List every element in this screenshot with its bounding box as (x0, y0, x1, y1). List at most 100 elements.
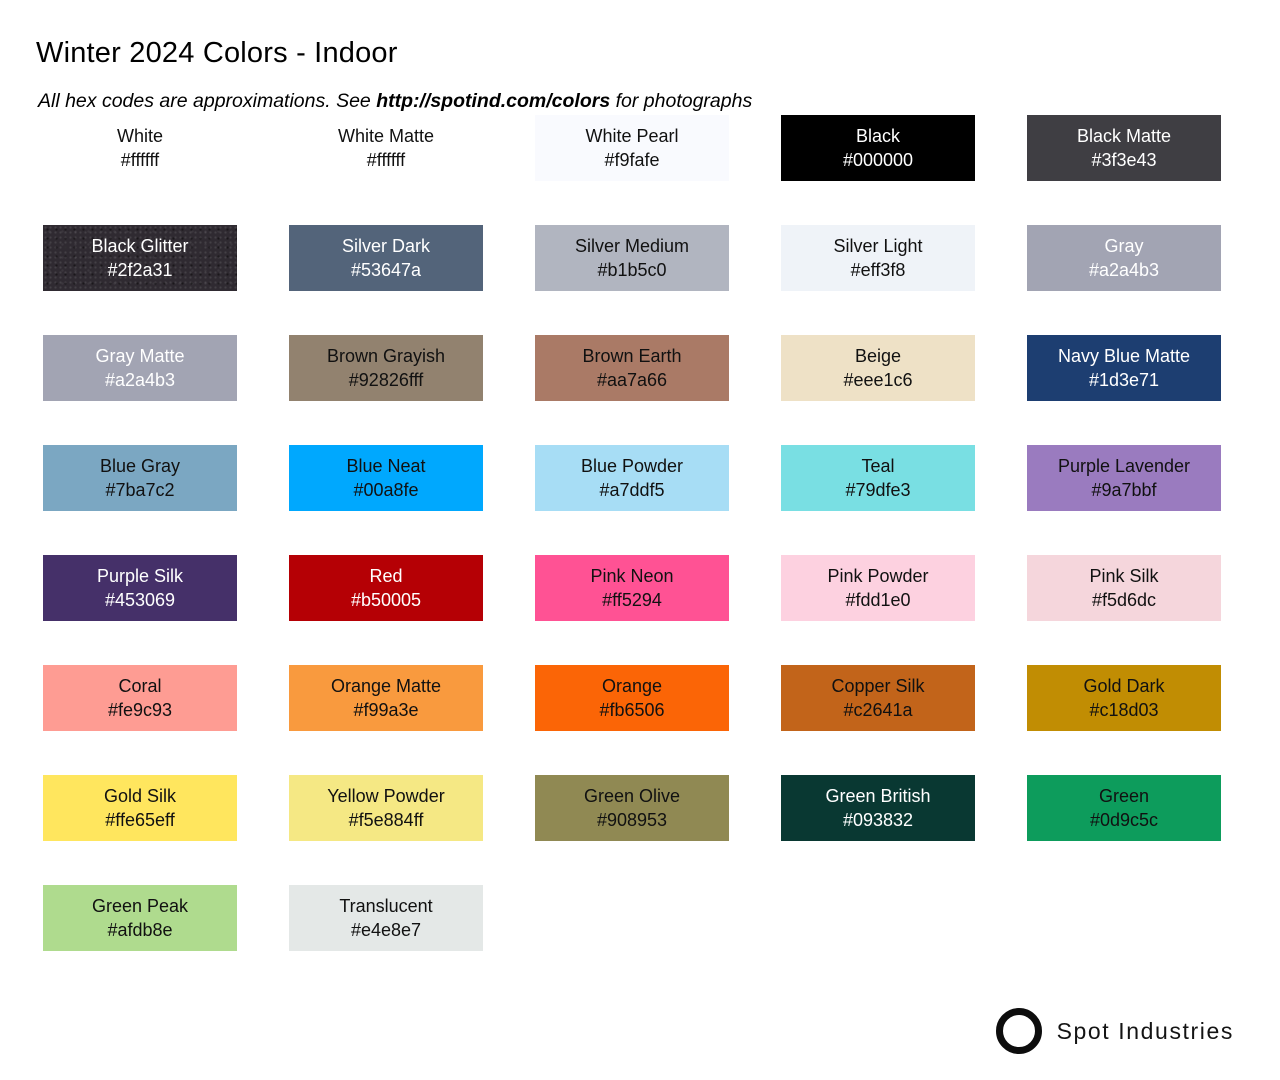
color-swatch-gold-silk: Gold Silk #ffe65eff (43, 775, 237, 841)
color-swatch-gray-matte: Gray Matte #a2a4b3 (43, 335, 237, 401)
color-swatch-black-matte: Black Matte #3f3e43 (1027, 115, 1221, 181)
color-swatch-white-pearl: White Pearl #f9fafe (535, 115, 729, 181)
swatch-hex: #0d9c5c (1089, 810, 1159, 830)
swatch-hex: #00a8fe (353, 480, 419, 500)
page-title: Winter 2024 Colors - Indoor (36, 37, 398, 70)
subtitle-prefix: All hex codes are approximations. See (38, 89, 377, 112)
swatch-hex: #a2a4b3 (1088, 260, 1160, 280)
color-swatch-silver-light: Silver Light #eff3f8 (781, 225, 975, 291)
swatch-hex: #000000 (842, 150, 914, 170)
color-swatch-translucent: Translucent #e4e8e7 (289, 885, 483, 951)
swatch-hex: #ffffff (120, 150, 160, 170)
swatch-hex: #b1b5c0 (597, 260, 667, 280)
swatch-hex: #3f3e43 (1091, 150, 1157, 170)
color-swatch-blue-powder: Blue Powder #a7ddf5 (535, 445, 729, 511)
swatch-hex: #ffe65eff (105, 810, 175, 830)
swatch-name: Green Olive (583, 786, 681, 806)
swatch-hex: #53647a (350, 260, 422, 280)
swatch-name: Purple Silk (96, 566, 184, 586)
color-swatch-coral: Coral #fe9c93 (43, 665, 237, 731)
swatch-name: Blue Neat (346, 456, 426, 476)
swatch-hex: #fdd1e0 (845, 590, 911, 610)
color-swatch-blue-gray: Blue Gray #7ba7c2 (43, 445, 237, 511)
color-swatch-brown-grayish: Brown Grayish #92826fff (289, 335, 483, 401)
swatch-name: Pink Silk (1089, 566, 1159, 586)
color-swatch-copper-silk: Copper Silk #c2641a (781, 665, 975, 731)
color-swatch-pink-powder: Pink Powder #fdd1e0 (781, 555, 975, 621)
subtitle: All hex codes are approximations. See ht… (38, 90, 752, 113)
swatch-name: Pink Neon (590, 566, 674, 586)
color-swatch-pink-neon: Pink Neon #ff5294 (535, 555, 729, 621)
swatch-name: Brown Grayish (326, 346, 446, 366)
swatch-name: Copper Silk (831, 676, 925, 696)
color-swatch-orange: Orange #fb6506 (535, 665, 729, 731)
swatch-name: Translucent (339, 896, 433, 916)
swatch-hex: #e4e8e7 (350, 920, 422, 940)
swatch-name: Brown Earth (582, 346, 682, 366)
swatch-name: Purple Lavender (1057, 456, 1191, 476)
color-swatch-white: White #ffffff (43, 115, 237, 181)
color-swatch-yellow-powder: Yellow Powder #f5e884ff (289, 775, 483, 841)
color-swatch-white-matte: White Matte #ffffff (289, 115, 483, 181)
color-swatch-pink-silk: Pink Silk #f5d6dc (1027, 555, 1221, 621)
swatch-name: Gold Silk (103, 786, 177, 806)
swatch-hex: #afdb8e (107, 920, 173, 940)
swatch-hex: #f9fafe (604, 150, 660, 170)
color-swatch-purple-silk: Purple Silk #453069 (43, 555, 237, 621)
color-swatch-green: Green #0d9c5c (1027, 775, 1221, 841)
swatch-hex: #fe9c93 (107, 700, 173, 720)
swatch-name: White Pearl (585, 126, 679, 146)
swatch-hex: #908953 (596, 810, 668, 830)
color-swatch-black-glitter: Black Glitter #2f2a31 (43, 225, 237, 291)
color-swatch-beige: Beige #eee1c6 (781, 335, 975, 401)
color-swatch-black: Black #000000 (781, 115, 975, 181)
color-swatch-red: Red #b50005 (289, 555, 483, 621)
swatch-hex: #1d3e71 (1088, 370, 1160, 390)
color-swatch-green-british: Green British #093832 (781, 775, 975, 841)
color-swatch-silver-medium: Silver Medium #b1b5c0 (535, 225, 729, 291)
color-swatch-orange-matte: Orange Matte #f99a3e (289, 665, 483, 731)
color-swatch-silver-dark: Silver Dark #53647a (289, 225, 483, 291)
swatch-hex: #c18d03 (1089, 700, 1159, 720)
swatch-hex: #aa7a66 (596, 370, 668, 390)
brand-footer: Spot Industries (995, 1008, 1234, 1054)
color-swatch-blue-neat: Blue Neat #00a8fe (289, 445, 483, 511)
swatch-hex: #9a7bbf (1091, 480, 1157, 500)
swatch-name: Navy Blue Matte (1057, 346, 1191, 366)
swatch-hex: #ff5294 (602, 590, 662, 610)
swatch-hex: #b50005 (350, 590, 422, 610)
swatch-hex: #2f2a31 (107, 260, 173, 280)
swatch-name: Blue Gray (99, 456, 181, 476)
subtitle-url: http://spotind.com/colors (376, 89, 611, 112)
swatch-hex: #7ba7c2 (105, 480, 175, 500)
swatch-name: Yellow Powder (327, 786, 445, 806)
swatch-hex: #f99a3e (353, 700, 419, 720)
swatch-name: Coral (118, 676, 162, 696)
swatch-hex: #fb6506 (599, 700, 665, 720)
swatch-hex: #f5d6dc (1091, 590, 1157, 610)
swatch-name: Teal (861, 456, 895, 476)
swatch-hex: #a7ddf5 (599, 480, 665, 500)
swatch-name: Gray (1104, 236, 1144, 256)
color-swatch-brown-earth: Brown Earth #aa7a66 (535, 335, 729, 401)
swatch-name: White Matte (337, 126, 435, 146)
swatch-name: Black Matte (1076, 126, 1172, 146)
swatch-hex: #093832 (842, 810, 914, 830)
swatch-name: Black Glitter (91, 236, 189, 256)
swatch-name: Black (855, 126, 900, 146)
subtitle-suffix: for photographs (610, 89, 753, 112)
swatch-name: Gold Dark (1083, 676, 1165, 696)
swatch-name: Blue Powder (580, 456, 684, 476)
swatch-name: Orange (601, 676, 663, 696)
color-swatch-green-olive: Green Olive #908953 (535, 775, 729, 841)
swatch-hex: #92826fff (348, 370, 424, 390)
swatch-name: Silver Dark (341, 236, 430, 256)
brand-name: Spot Industries (1056, 1017, 1234, 1044)
color-swatch-green-peak: Green Peak #afdb8e (43, 885, 237, 951)
color-swatch-gold-dark: Gold Dark #c18d03 (1027, 665, 1221, 731)
swatch-hex: #a2a4b3 (104, 370, 176, 390)
swatch-hex: #ffffff (366, 150, 406, 170)
swatch-hex: #eee1c6 (843, 370, 913, 390)
color-swatch-teal: Teal #79dfe3 (781, 445, 975, 511)
circle-ring-icon (995, 1008, 1042, 1054)
